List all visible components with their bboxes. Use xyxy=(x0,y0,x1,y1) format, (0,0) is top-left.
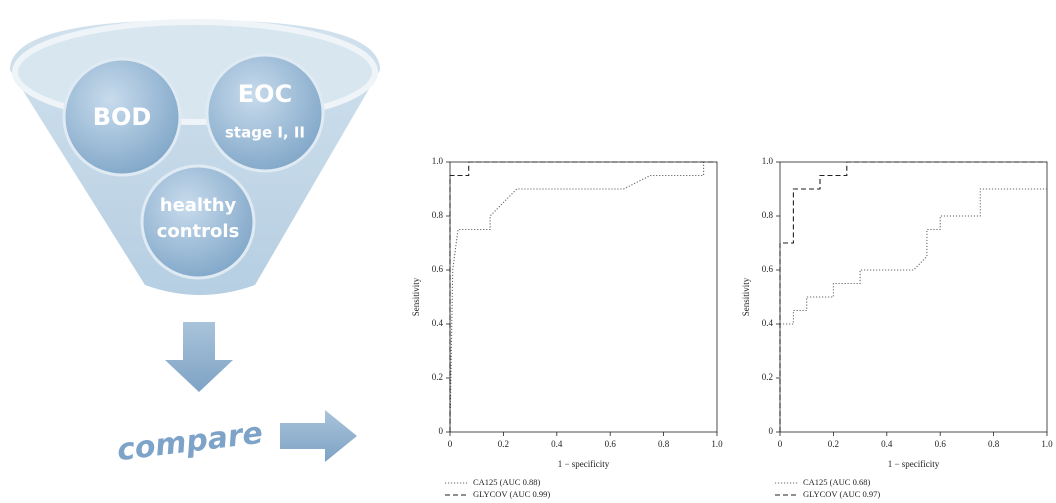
x-axis-label: 1 − specificity xyxy=(558,459,610,469)
roc-line xyxy=(450,162,717,432)
compare-label: compare xyxy=(115,416,265,469)
x-tick-label: 0 xyxy=(778,439,783,449)
y-tick-label: 0.2 xyxy=(762,372,773,382)
figure: BOD EOC stage I, II healthy controls com… xyxy=(0,0,1056,503)
y-tick-label: 0.4 xyxy=(432,318,444,328)
circle-label: stage I, II xyxy=(225,124,305,142)
x-tick-label: 0.2 xyxy=(828,439,839,449)
circle-label: BOD xyxy=(93,103,152,131)
x-tick-label: 1.0 xyxy=(711,439,723,449)
x-tick-label: 0 xyxy=(448,439,453,449)
x-tick-label: 0.6 xyxy=(935,439,947,449)
right-arrow xyxy=(280,410,357,462)
y-axis-label: Sensitivity xyxy=(741,277,751,316)
y-tick-label: 0.4 xyxy=(762,318,774,328)
circle-label: controls xyxy=(157,221,240,242)
legend-label: GLYCOV (AUC 0.97) xyxy=(803,489,880,499)
funnel: BOD EOC stage I, II healthy controls xyxy=(10,20,380,295)
roc-line xyxy=(780,189,1047,432)
legend-label: CA125 (AUC 0.88) xyxy=(473,477,540,487)
x-tick-label: 0.8 xyxy=(988,439,1000,449)
x-tick-label: 0.4 xyxy=(551,439,563,449)
roc-line xyxy=(450,162,717,432)
x-tick-label: 1.0 xyxy=(1041,439,1053,449)
y-axis-label: Sensitivity xyxy=(411,277,421,316)
down-arrow xyxy=(165,322,233,392)
x-tick-label: 0.6 xyxy=(605,439,617,449)
y-tick-label: 0.6 xyxy=(432,264,444,274)
y-tick-label: 0 xyxy=(439,426,444,436)
legend-label: CA125 (AUC 0.68) xyxy=(803,477,870,487)
y-tick-label: 0.2 xyxy=(432,372,443,382)
y-tick-label: 0.8 xyxy=(762,210,774,220)
y-tick-label: 1.0 xyxy=(762,156,774,166)
legend-label: GLYCOV (AUC 0.99) xyxy=(473,489,550,499)
y-tick-label: 0 xyxy=(769,426,774,436)
circle xyxy=(207,55,323,171)
x-axis-label: 1 − specificity xyxy=(888,459,940,469)
plot-frame xyxy=(450,162,717,432)
y-tick-label: 0.6 xyxy=(762,264,774,274)
x-tick-label: 0.8 xyxy=(658,439,670,449)
y-tick-label: 1.0 xyxy=(432,156,444,166)
x-tick-label: 0.4 xyxy=(881,439,893,449)
circle-label: EOC xyxy=(238,80,292,108)
circle-label: healthy xyxy=(160,195,237,216)
x-tick-label: 0.2 xyxy=(498,439,509,449)
y-tick-label: 0.8 xyxy=(432,210,444,220)
